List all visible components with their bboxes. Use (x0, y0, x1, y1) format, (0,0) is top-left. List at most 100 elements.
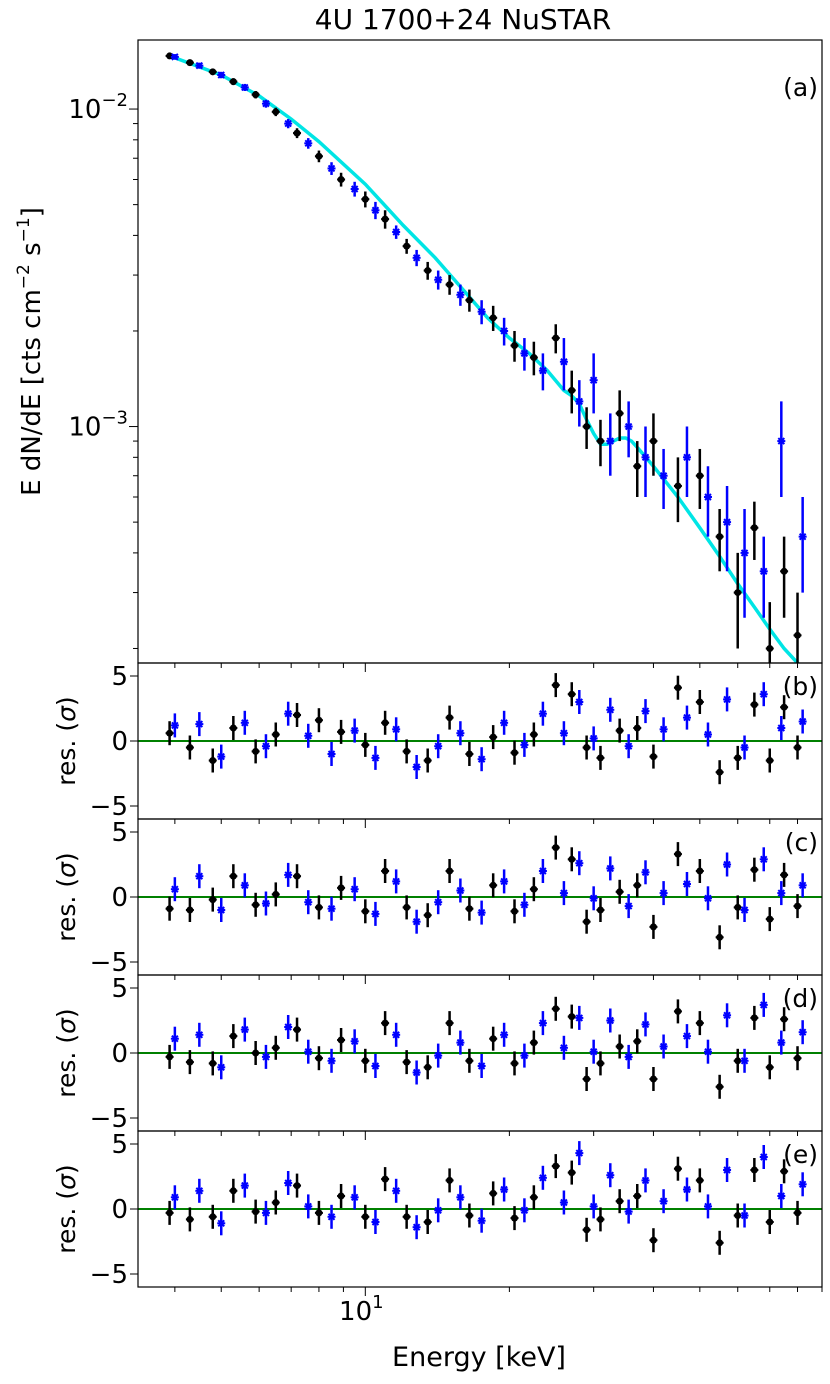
circle-marker (674, 1165, 682, 1173)
circle-marker (403, 1058, 411, 1066)
data-point (477, 1054, 486, 1078)
circle-marker (696, 867, 704, 875)
cross-marker (575, 397, 584, 406)
series-circles (165, 1154, 802, 1255)
data-point (304, 1194, 313, 1219)
circle-marker (166, 905, 174, 913)
circle-marker (511, 907, 519, 915)
circle-marker (780, 1167, 788, 1175)
x-axis-label: Energy [keV] (392, 1342, 566, 1373)
data-point (361, 1048, 370, 1073)
circle-marker (272, 1199, 280, 1206)
circle-marker (552, 681, 560, 689)
data-point (793, 1046, 802, 1071)
data-point (624, 401, 633, 458)
data-point (477, 900, 486, 925)
y-ticks: −5 0 5 (90, 1130, 138, 1290)
panel-label: (d) (783, 984, 818, 1013)
circle-marker (750, 524, 758, 532)
data-point (798, 709, 807, 734)
data-point (477, 300, 486, 325)
cross-marker (327, 904, 336, 913)
cross-marker (500, 1185, 508, 1194)
cross-marker (241, 719, 249, 727)
cross-marker (262, 899, 270, 908)
series-circles (165, 52, 802, 663)
panel-e: −5 0 5 (e) res. (σ) (52, 1130, 823, 1296)
circle-marker (381, 1019, 389, 1027)
cross-marker (217, 906, 225, 914)
y-tick-label: 5 (111, 662, 128, 692)
data-point (293, 1173, 302, 1198)
cross-marker (520, 1206, 529, 1215)
data-point (596, 898, 605, 922)
cross-marker (704, 1047, 712, 1056)
cross-marker (500, 877, 508, 886)
data-point (423, 261, 432, 280)
cross-marker (412, 1223, 421, 1231)
y-tick-label: 5 (111, 1130, 128, 1160)
data-point (715, 508, 724, 572)
cross-marker (477, 908, 486, 917)
data-point (208, 887, 217, 912)
data-point (240, 1017, 249, 1042)
data-point (445, 1168, 454, 1193)
data-point (575, 1005, 584, 1030)
data-point (575, 851, 584, 876)
data-point (641, 699, 650, 724)
data-point (371, 745, 380, 770)
data-point (798, 496, 807, 593)
data-point (381, 1011, 390, 1036)
y-axis-label: res. (σ) (52, 1008, 81, 1097)
data-point (284, 1015, 293, 1039)
data-point (456, 878, 465, 903)
circle-marker (315, 903, 323, 911)
data-point (229, 864, 238, 889)
y-tick-label: 0 (111, 1195, 128, 1225)
data-point (510, 899, 519, 924)
data-point (750, 501, 759, 560)
circle-marker (403, 903, 411, 911)
circle-marker (616, 888, 624, 896)
circle-marker (361, 1213, 369, 1221)
data-point (529, 877, 538, 902)
data-point (615, 1034, 624, 1059)
data-point (251, 90, 260, 99)
data-point (185, 898, 194, 922)
circle-marker (596, 754, 604, 762)
data-point (740, 735, 749, 760)
data-point (170, 1026, 179, 1051)
circle-marker (465, 905, 473, 913)
data-point (596, 419, 605, 467)
data-point (798, 1172, 807, 1197)
data-point (559, 721, 568, 746)
data-point (615, 1189, 624, 1214)
cross-marker (704, 894, 712, 903)
data-point (327, 1048, 336, 1073)
cross-marker (659, 1042, 668, 1051)
data-point (392, 1178, 401, 1203)
x-ticks (174, 1131, 823, 1140)
cross-marker (659, 472, 668, 480)
data-point (777, 401, 786, 497)
data-point (271, 882, 280, 907)
cross-marker (606, 864, 614, 873)
cross-marker (589, 376, 598, 384)
data-point (740, 1203, 749, 1228)
data-point (798, 873, 807, 898)
cross-marker (723, 1166, 731, 1174)
data-point (798, 1020, 807, 1045)
data-point (682, 872, 691, 896)
y-tick-label: −5 (90, 792, 128, 822)
data-point (589, 353, 598, 414)
data-point (624, 1044, 633, 1069)
circle-marker (750, 701, 758, 709)
cross-marker (683, 1185, 691, 1194)
data-point (412, 755, 421, 779)
data-point (337, 1184, 346, 1208)
circle-marker (794, 744, 802, 751)
data-point (649, 1067, 658, 1091)
data-point (337, 719, 346, 744)
circle-marker (229, 78, 237, 86)
circle-marker (511, 1059, 519, 1067)
